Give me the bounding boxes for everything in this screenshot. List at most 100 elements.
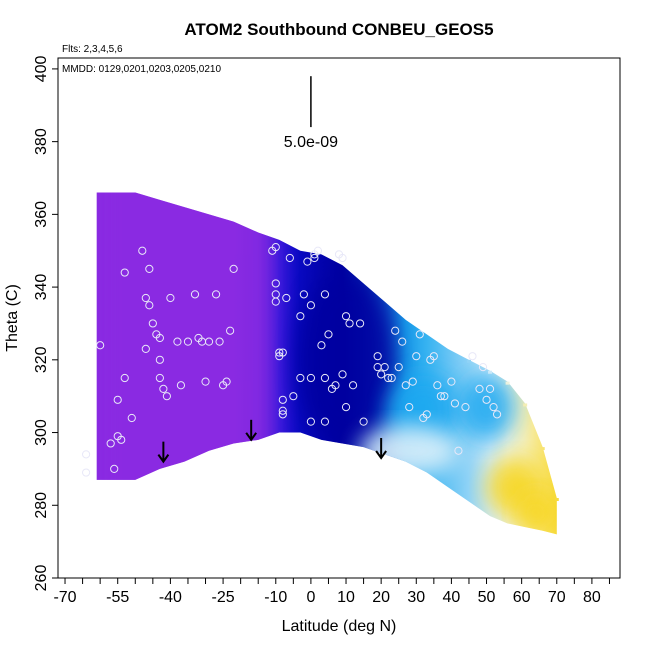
- sample-point: [320, 290, 330, 299]
- y-tick-label: 400: [33, 55, 50, 82]
- sample-point: [299, 290, 308, 299]
- x-tick-label: -10: [264, 589, 287, 606]
- sample-point: [226, 326, 235, 335]
- chart-title: ATOM2 Southbound CONBEU_GEOS5: [184, 20, 493, 39]
- sample-point: [211, 290, 221, 299]
- dates-label: MMDD: 0129,0201,0203,0205,0210: [62, 64, 221, 75]
- sample-point: [117, 435, 126, 444]
- y-tick-label: 300: [33, 419, 50, 446]
- sample-point: [141, 344, 150, 354]
- sample-point: [341, 312, 351, 321]
- scale-bar-label: 5.0e-09: [284, 134, 338, 151]
- x-axis-label: Latitude (deg N): [282, 618, 397, 635]
- sample-point: [394, 362, 403, 372]
- sample-point: [159, 384, 168, 394]
- y-tick-label: 280: [33, 492, 50, 519]
- y-axis-label: Theta (C): [4, 284, 21, 352]
- sample-point: [278, 406, 287, 415]
- sample-point: [338, 253, 347, 263]
- y-axis: 260 280 300 320 340 360 380 400: [33, 55, 58, 591]
- down-arrow-icon: [245, 419, 258, 442]
- field-blob: [296, 272, 396, 448]
- sample-point: [384, 373, 393, 383]
- sample-point: [440, 392, 449, 401]
- sample-point: [145, 264, 154, 274]
- sample-point: [155, 333, 164, 343]
- sample-point: [275, 348, 284, 357]
- sample-point: [183, 337, 193, 346]
- x-tick-label: -40: [159, 589, 182, 606]
- plot-frame: [57, 57, 621, 579]
- x-tick-label: 0: [306, 589, 315, 606]
- sample-point: [324, 330, 333, 339]
- field-edge-step: [523, 403, 528, 407]
- sample-point: [408, 377, 417, 386]
- down-arrow-icon: [157, 441, 170, 464]
- sample-point: [148, 319, 157, 328]
- sample-point: [155, 355, 164, 364]
- field-edge-step: [554, 498, 559, 501]
- sample-point: [317, 341, 326, 350]
- sample-point: [348, 381, 358, 390]
- scale-bar: 5.0e-09: [284, 76, 338, 151]
- sample-point: [204, 337, 214, 346]
- y-tick-label: 380: [33, 128, 50, 155]
- sample-point: [310, 253, 319, 263]
- x-tick-label: -55: [106, 589, 129, 606]
- sample-point: [162, 392, 171, 401]
- y-tick-label: 260: [33, 565, 50, 592]
- sample-point: [278, 410, 287, 419]
- sample-point: [296, 373, 305, 383]
- field-edge-step: [505, 381, 510, 385]
- sample-point: [373, 352, 382, 361]
- x-tick-label: -25: [212, 589, 235, 606]
- sample-point: [489, 402, 498, 412]
- sample-point: [166, 293, 175, 303]
- field-blob: [514, 490, 557, 535]
- sample-point: [303, 257, 312, 266]
- sample-point: [415, 330, 424, 339]
- sample-point: [450, 399, 460, 408]
- sample-point: [436, 392, 445, 401]
- x-tick-label: 60: [513, 589, 531, 606]
- x-tick-label: 10: [337, 589, 355, 606]
- sample-point: [485, 384, 495, 394]
- sample-point: [296, 312, 305, 321]
- sample-point: [377, 370, 386, 379]
- sample-point: [475, 384, 484, 394]
- arrows: [157, 419, 387, 464]
- sample-point: [387, 373, 396, 383]
- sample-point: [110, 464, 119, 474]
- sample-point: [141, 293, 150, 303]
- sample-point: [278, 395, 287, 404]
- y-tick-label: 360: [33, 201, 50, 228]
- sample-point: [320, 417, 330, 426]
- sample-point: [282, 293, 291, 303]
- sample-point: [433, 381, 442, 390]
- sample-point: [341, 402, 351, 412]
- sample-point: [331, 381, 340, 390]
- sample-point: [82, 468, 91, 477]
- sample-point: [271, 279, 280, 288]
- field-edge-step: [488, 370, 493, 374]
- field-edge-step: [466, 359, 471, 363]
- sample-point: [391, 326, 400, 335]
- sample-point: [405, 402, 414, 412]
- sample-point: [285, 253, 294, 263]
- x-tick-label: 50: [478, 589, 496, 606]
- sample-point: [359, 417, 368, 426]
- x-tick-label: -70: [53, 589, 76, 606]
- sample-point: [190, 290, 200, 299]
- y-tick-label: 320: [33, 346, 50, 373]
- x-tick-label: 20: [372, 589, 390, 606]
- field-blob: [360, 425, 459, 477]
- sample-point: [461, 402, 470, 412]
- sample-point: [215, 337, 224, 346]
- sample-point: [492, 410, 502, 419]
- x-tick-label: 80: [583, 589, 601, 606]
- sample-point: [155, 373, 164, 383]
- x-axis: -70 -55 -40 -25 -10 0 10 20 30 40 50 60 70 80: [53, 578, 610, 606]
- sample-point: [201, 377, 210, 386]
- sample-point: [468, 352, 477, 361]
- sample-point: [482, 395, 491, 404]
